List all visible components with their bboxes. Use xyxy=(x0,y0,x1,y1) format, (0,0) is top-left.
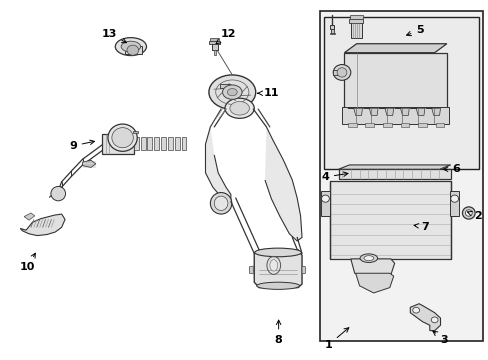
Polygon shape xyxy=(264,127,302,241)
Polygon shape xyxy=(205,127,230,202)
Polygon shape xyxy=(254,250,302,288)
Bar xyxy=(147,137,152,149)
Ellipse shape xyxy=(222,85,242,99)
Ellipse shape xyxy=(115,38,146,55)
Bar xyxy=(400,123,408,127)
Polygon shape xyxy=(321,192,330,216)
Bar xyxy=(154,137,159,149)
Polygon shape xyxy=(350,259,394,281)
Bar xyxy=(141,137,145,149)
Bar xyxy=(344,53,446,108)
Bar xyxy=(329,33,334,34)
Bar xyxy=(332,70,337,75)
Polygon shape xyxy=(425,108,440,116)
Polygon shape xyxy=(302,266,305,274)
Polygon shape xyxy=(355,273,393,293)
Text: 1: 1 xyxy=(324,328,348,350)
Bar xyxy=(324,17,478,169)
Bar xyxy=(338,169,450,179)
Text: 12: 12 xyxy=(216,29,236,44)
Ellipse shape xyxy=(214,196,227,211)
Bar xyxy=(347,123,356,127)
Polygon shape xyxy=(347,108,362,116)
Text: 11: 11 xyxy=(257,88,279,98)
Ellipse shape xyxy=(108,124,137,151)
Ellipse shape xyxy=(210,193,231,214)
Ellipse shape xyxy=(229,102,249,115)
Bar xyxy=(417,123,426,127)
Bar xyxy=(211,42,217,50)
Bar xyxy=(435,123,444,127)
Ellipse shape xyxy=(412,307,419,313)
Polygon shape xyxy=(24,213,35,220)
Ellipse shape xyxy=(224,98,254,118)
Polygon shape xyxy=(394,108,408,116)
Text: 3: 3 xyxy=(432,331,447,345)
Ellipse shape xyxy=(208,75,255,109)
Bar xyxy=(174,137,179,149)
Bar xyxy=(102,134,134,154)
Ellipse shape xyxy=(51,186,65,201)
Ellipse shape xyxy=(359,254,377,262)
Polygon shape xyxy=(378,108,393,116)
Bar xyxy=(210,38,219,41)
Ellipse shape xyxy=(450,195,458,202)
Bar xyxy=(124,46,142,54)
Bar xyxy=(330,29,333,33)
Text: 5: 5 xyxy=(406,25,423,36)
Text: 4: 4 xyxy=(320,172,347,182)
Ellipse shape xyxy=(269,260,277,271)
Bar xyxy=(365,123,373,127)
Bar xyxy=(330,26,333,29)
Polygon shape xyxy=(82,160,96,167)
Text: 10: 10 xyxy=(20,253,35,272)
Ellipse shape xyxy=(462,207,474,219)
Polygon shape xyxy=(338,165,450,169)
Bar xyxy=(220,84,229,88)
Bar xyxy=(320,12,483,341)
Polygon shape xyxy=(249,266,253,274)
Ellipse shape xyxy=(256,282,299,289)
Ellipse shape xyxy=(227,89,237,96)
Bar xyxy=(349,15,362,19)
Bar xyxy=(348,19,363,23)
Polygon shape xyxy=(363,108,377,116)
Polygon shape xyxy=(409,304,440,330)
Ellipse shape xyxy=(336,68,346,77)
Polygon shape xyxy=(409,108,424,116)
Polygon shape xyxy=(20,214,65,235)
Ellipse shape xyxy=(332,64,350,80)
Ellipse shape xyxy=(321,195,329,202)
Ellipse shape xyxy=(127,45,139,55)
Ellipse shape xyxy=(465,210,471,216)
Ellipse shape xyxy=(121,41,141,52)
Text: 9: 9 xyxy=(69,140,94,151)
Polygon shape xyxy=(344,44,446,53)
Text: 7: 7 xyxy=(413,222,428,231)
Text: 8: 8 xyxy=(274,320,282,345)
Text: 13: 13 xyxy=(101,29,126,43)
Polygon shape xyxy=(449,192,458,216)
Bar xyxy=(350,21,361,39)
Ellipse shape xyxy=(112,128,133,148)
Text: 2: 2 xyxy=(467,211,481,221)
Text: 6: 6 xyxy=(443,164,460,174)
Bar xyxy=(213,50,216,55)
Ellipse shape xyxy=(254,248,301,257)
Ellipse shape xyxy=(430,317,437,323)
Bar xyxy=(341,107,448,125)
Bar xyxy=(329,181,450,259)
Bar xyxy=(167,137,172,149)
Bar xyxy=(382,123,391,127)
Bar xyxy=(209,41,220,44)
Bar xyxy=(161,137,165,149)
Bar xyxy=(181,137,186,149)
Bar xyxy=(134,137,139,149)
Bar xyxy=(133,131,138,134)
Ellipse shape xyxy=(363,256,373,261)
